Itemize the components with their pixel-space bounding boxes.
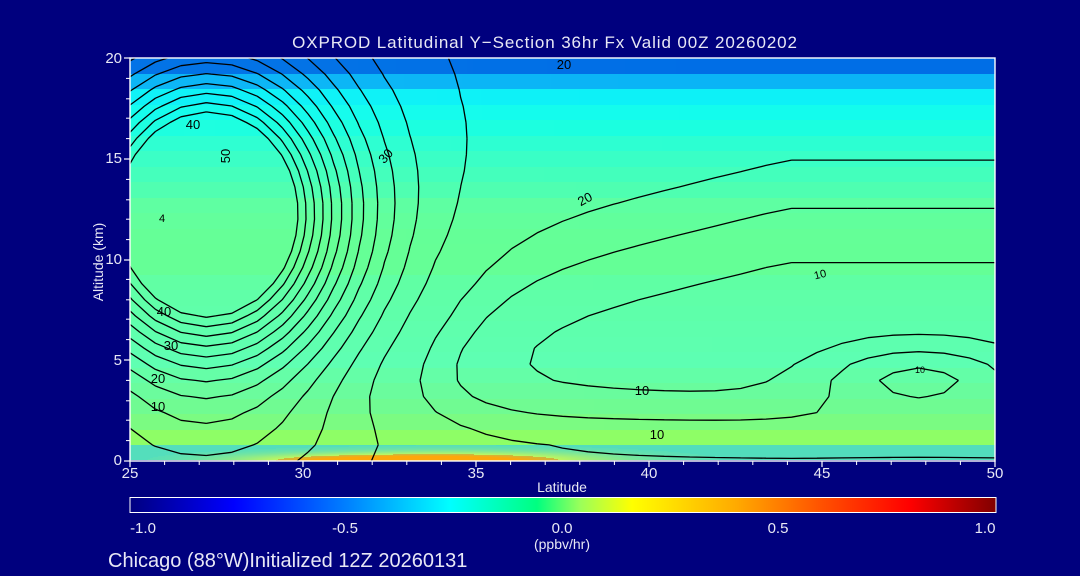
svg-text:35: 35 bbox=[468, 465, 485, 482]
svg-text:10: 10 bbox=[105, 251, 122, 268]
svg-text:0.0: 0.0 bbox=[552, 520, 573, 537]
svg-text:40: 40 bbox=[641, 465, 658, 482]
svg-text:1.0: 1.0 bbox=[975, 520, 996, 537]
svg-text:20: 20 bbox=[575, 189, 595, 209]
svg-text:40: 40 bbox=[186, 117, 200, 132]
svg-text:10: 10 bbox=[635, 383, 649, 398]
svg-text:40: 40 bbox=[157, 304, 171, 319]
svg-text:-0.5: -0.5 bbox=[332, 520, 358, 537]
svg-text:0: 0 bbox=[114, 452, 122, 469]
svg-text:(ppbv/hr): (ppbv/hr) bbox=[534, 536, 590, 552]
svg-text:45: 45 bbox=[814, 465, 831, 482]
svg-text:OXPROD Latitudinal Y−Section: OXPROD Latitudinal Y−Section 36hr Fx Val… bbox=[292, 33, 798, 52]
svg-text:-1.0: -1.0 bbox=[130, 520, 156, 537]
svg-text:20: 20 bbox=[105, 50, 122, 67]
svg-text:25: 25 bbox=[122, 465, 139, 482]
svg-text:10: 10 bbox=[650, 427, 664, 442]
svg-text:20: 20 bbox=[151, 371, 165, 386]
svg-text:Chicago (88°W)Initialized 12Z: Chicago (88°W)Initialized 12Z 20260131 bbox=[108, 550, 467, 572]
svg-text:0.5: 0.5 bbox=[768, 520, 789, 537]
svg-text:Altitude (km): Altitude (km) bbox=[90, 223, 106, 302]
svg-text:30: 30 bbox=[295, 465, 312, 482]
svg-text:50: 50 bbox=[987, 465, 1004, 482]
svg-text:4: 4 bbox=[159, 213, 165, 225]
svg-text:5: 5 bbox=[114, 352, 122, 369]
svg-text:50: 50 bbox=[218, 149, 233, 163]
svg-text:20: 20 bbox=[557, 57, 571, 72]
svg-text:10: 10 bbox=[915, 365, 925, 375]
svg-text:15: 15 bbox=[105, 150, 122, 167]
svg-text:30: 30 bbox=[375, 146, 396, 167]
svg-text:30: 30 bbox=[164, 338, 178, 353]
svg-text:Latitude: Latitude bbox=[537, 479, 587, 495]
svg-text:10: 10 bbox=[813, 268, 828, 283]
svg-text:10: 10 bbox=[151, 399, 165, 414]
